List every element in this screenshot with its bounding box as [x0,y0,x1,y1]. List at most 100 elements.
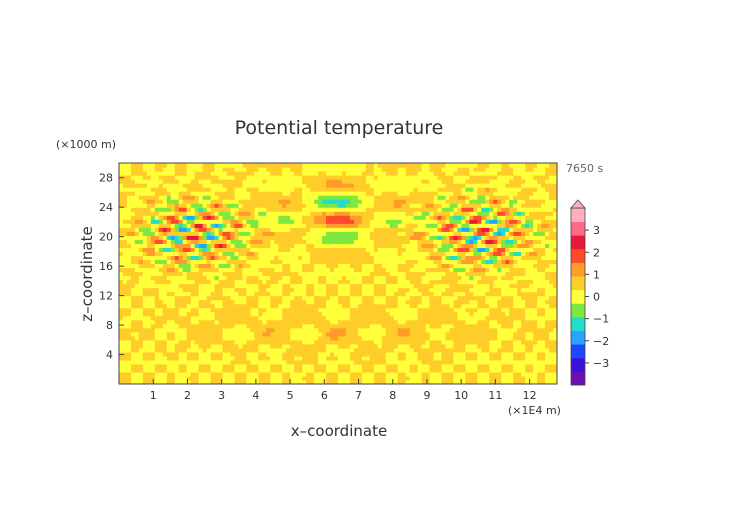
heatmap-cell [258,283,263,289]
heatmap-cell [254,191,259,196]
heatmap-cell [198,315,204,321]
heatmap-cell [310,211,315,216]
heatmap-cell [238,187,244,192]
heatmap-cell [449,335,455,341]
heatmap-cell [278,219,283,224]
heatmap-cell [334,203,339,208]
heatmap-cell [230,211,236,216]
heatmap-cell [290,191,295,196]
heatmap-cell [190,319,196,325]
heatmap-cell [405,195,411,200]
heatmap-cell [250,323,255,329]
heatmap-cell [258,227,263,232]
heatmap-cell [210,275,216,281]
heatmap-cell [266,299,271,305]
heatmap-cell [122,339,128,345]
heatmap-cell [278,331,283,337]
heatmap-cell [457,359,463,365]
heatmap-cell [306,187,311,192]
heatmap-cell [298,295,303,301]
heatmap-cell [194,223,200,228]
heatmap-cell [198,323,204,329]
heatmap-cell [334,283,339,289]
heatmap-cell [373,291,379,297]
heatmap-cell [218,271,224,277]
heatmap-cell [274,187,279,192]
heatmap-cell [182,359,188,365]
heatmap-cell [429,303,435,309]
heatmap-cell [445,271,451,277]
heatmap-cell [214,211,220,216]
heatmap-cell [186,219,192,224]
heatmap-cell [194,207,200,212]
heatmap-cell [258,291,263,297]
heatmap-cell [290,343,295,349]
heatmap-cell [465,187,470,192]
heatmap-cell [146,195,152,200]
heatmap-cell [377,303,383,309]
heatmap-cell [306,199,311,204]
heatmap-cell [258,259,263,265]
heatmap-cell [234,323,240,329]
heatmap-cell [270,255,275,261]
heatmap-cell [154,163,160,168]
heatmap-cell [397,283,403,289]
heatmap-cell [361,291,367,297]
heatmap-cell [401,291,407,297]
heatmap-cell [433,263,439,269]
heatmap-cell [338,239,343,244]
heatmap-cell [461,279,467,285]
heatmap-cell [361,371,367,377]
heatmap-cell [274,227,279,232]
heatmap-cell [218,371,224,377]
heatmap-cell [449,251,455,257]
heatmap-cell [194,291,200,297]
heatmap-cell [286,223,291,228]
heatmap-cell [349,243,355,248]
heatmap-cell [282,187,287,192]
heatmap-cell [381,179,387,184]
heatmap-cell [290,351,295,357]
heatmap-cell [322,207,327,212]
heatmap-cell [461,379,467,384]
heatmap-cell [413,263,419,269]
heatmap-cell [302,247,307,252]
heatmap-cell [246,183,251,188]
heatmap-cell [278,183,283,188]
heatmap-cell [310,375,315,381]
heatmap-cell [190,291,196,297]
heatmap-cell [170,347,176,353]
heatmap-cell [377,367,383,373]
heatmap-cell [330,195,335,200]
heatmap-cell [214,275,220,281]
heatmap-cell [326,331,331,337]
heatmap-cell [182,283,188,289]
heatmap-cell [270,371,275,377]
heatmap-cell [361,275,367,281]
heatmap-cell [146,331,152,337]
heatmap-cell [262,351,267,357]
heatmap-cell [433,371,439,377]
heatmap-cell [218,171,224,176]
heatmap-cell [469,275,474,281]
heatmap-cell [202,231,208,236]
heatmap-cell [306,239,311,244]
heatmap-cell [290,219,295,224]
heatmap-cell [166,183,172,188]
heatmap-cell [206,187,212,192]
heatmap-cell [182,267,188,273]
heatmap-cell [174,275,180,281]
heatmap-cell [409,171,415,176]
heatmap-cell [166,179,172,184]
heatmap-cell [246,223,251,228]
heatmap-cell [154,187,160,192]
heatmap-cell [190,267,196,273]
heatmap-cell [222,375,228,381]
heatmap-cell [174,371,180,377]
heatmap-cell [421,255,427,261]
heatmap-cell [214,183,220,188]
heatmap-cell [425,199,431,204]
heatmap-cell [242,291,248,297]
heatmap-cell [182,183,188,188]
heatmap-cell [150,275,156,281]
